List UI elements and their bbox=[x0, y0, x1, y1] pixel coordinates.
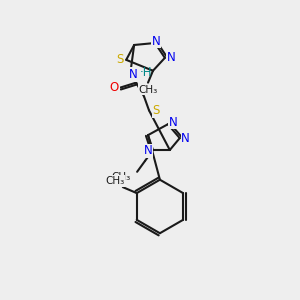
Text: CH₃: CH₃ bbox=[138, 85, 158, 94]
Text: S: S bbox=[117, 53, 124, 66]
Text: O: O bbox=[110, 81, 119, 94]
Text: N: N bbox=[181, 132, 190, 145]
Text: S: S bbox=[152, 104, 160, 117]
Text: N: N bbox=[144, 145, 152, 158]
Text: N: N bbox=[129, 68, 137, 81]
Text: N: N bbox=[167, 51, 175, 64]
Text: N: N bbox=[152, 34, 160, 47]
Text: CH₃: CH₃ bbox=[111, 172, 130, 182]
Text: ·H: ·H bbox=[140, 66, 153, 79]
Text: N: N bbox=[168, 116, 177, 129]
Text: CH₃: CH₃ bbox=[105, 176, 124, 186]
